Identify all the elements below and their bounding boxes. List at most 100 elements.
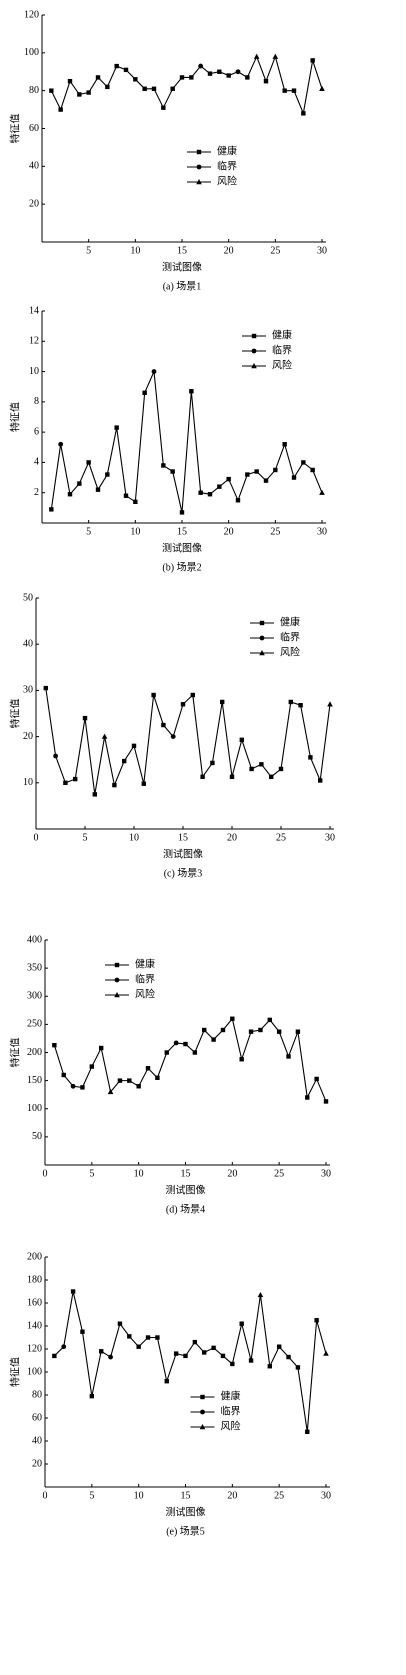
x-tick-label: 5 bbox=[89, 1490, 94, 1501]
x-tick-label: 20 bbox=[227, 832, 237, 843]
caption: (e) 场景5 bbox=[166, 1524, 205, 1537]
x-tick-label: 30 bbox=[321, 1168, 331, 1179]
data-point bbox=[136, 1344, 141, 1349]
legend-label: 健康 bbox=[280, 615, 300, 628]
y-tick-label: 50 bbox=[32, 1131, 42, 1142]
data-point bbox=[61, 1072, 66, 1078]
y-tick-label: 30 bbox=[23, 685, 33, 696]
y-tick-label: 60 bbox=[29, 123, 39, 134]
legend-label: 临界 bbox=[217, 159, 237, 172]
x-tick-label: 15 bbox=[177, 526, 187, 537]
y-axis-label: 特征值 bbox=[8, 402, 21, 432]
legend-label: 风险 bbox=[221, 1419, 241, 1432]
y-tick-label: 100 bbox=[27, 1366, 42, 1377]
x-tick-label: 15 bbox=[178, 832, 188, 843]
data-point bbox=[278, 766, 284, 772]
caption: (a) 场景1 bbox=[163, 279, 202, 292]
x-tick-label: 15 bbox=[181, 1490, 191, 1501]
y-tick-label: 60 bbox=[32, 1412, 42, 1423]
data-point bbox=[323, 1350, 329, 1356]
data-point bbox=[310, 58, 315, 63]
x-tick-label: 30 bbox=[317, 245, 327, 256]
legend-label: 风险 bbox=[135, 987, 155, 1000]
data-point bbox=[230, 1361, 235, 1367]
x-tick-label: 10 bbox=[134, 1490, 144, 1501]
data-point bbox=[70, 1083, 76, 1089]
data-point bbox=[319, 85, 325, 91]
legend-marker bbox=[114, 977, 120, 983]
data-point bbox=[291, 88, 297, 93]
data-point bbox=[58, 107, 63, 112]
data-point bbox=[133, 499, 138, 504]
data-point bbox=[319, 489, 325, 495]
data-point bbox=[179, 510, 185, 515]
y-axis-label: 特征值 bbox=[8, 1357, 21, 1387]
legend-marker bbox=[251, 363, 257, 369]
x-tick-label: 5 bbox=[86, 526, 91, 537]
y-tick-label: 400 bbox=[27, 934, 42, 945]
data-point bbox=[323, 1099, 329, 1104]
data-point bbox=[80, 1085, 85, 1090]
x-tick-label: 10 bbox=[129, 832, 139, 843]
data-point bbox=[202, 1027, 207, 1033]
y-tick-label: 160 bbox=[27, 1297, 42, 1308]
legend-marker bbox=[251, 333, 257, 339]
data-point bbox=[286, 1354, 291, 1360]
x-tick-label: 20 bbox=[224, 245, 234, 256]
y-tick-label: 50 bbox=[23, 592, 33, 603]
data-point bbox=[155, 1075, 160, 1081]
data-point bbox=[198, 490, 203, 495]
x-tick-label: 5 bbox=[89, 1168, 94, 1179]
data-point bbox=[253, 53, 260, 59]
data-point bbox=[123, 67, 129, 73]
data-point bbox=[263, 478, 269, 483]
data-point bbox=[220, 1353, 226, 1359]
data-point bbox=[198, 63, 204, 69]
y-tick-label: 180 bbox=[27, 1274, 42, 1285]
data-point bbox=[288, 699, 293, 705]
legend-label: 风险 bbox=[280, 645, 300, 658]
data-point bbox=[282, 442, 287, 447]
y-tick-label: 250 bbox=[27, 1019, 42, 1030]
legend-marker bbox=[200, 1394, 205, 1400]
x-axis-label: 测试图像 bbox=[162, 260, 202, 273]
data-point bbox=[235, 69, 241, 75]
data-line bbox=[53, 1017, 327, 1102]
y-tick-label: 40 bbox=[32, 1435, 42, 1446]
y-tick-label: 300 bbox=[27, 991, 42, 1002]
x-axis-label: 测试图像 bbox=[162, 541, 202, 554]
data-point bbox=[314, 1318, 319, 1323]
x-tick-label: 25 bbox=[270, 526, 280, 537]
data-point bbox=[259, 762, 264, 767]
data-point bbox=[248, 1358, 254, 1363]
data-point bbox=[105, 472, 110, 477]
data-point bbox=[192, 1050, 198, 1055]
data-point bbox=[211, 1345, 216, 1351]
legend-marker bbox=[196, 164, 202, 170]
x-tick-label: 0 bbox=[43, 1168, 48, 1179]
data-point bbox=[180, 702, 186, 707]
data-point bbox=[86, 460, 91, 465]
y-axis-label: 特征值 bbox=[8, 1038, 21, 1068]
data-point bbox=[114, 425, 119, 430]
y-tick-label: 14 bbox=[29, 305, 39, 316]
data-point bbox=[114, 63, 119, 69]
data-point bbox=[161, 105, 166, 110]
legend-label: 健康 bbox=[272, 328, 292, 341]
legend-label: 健康 bbox=[221, 1389, 241, 1402]
legend-marker bbox=[196, 179, 202, 185]
x-tick-label: 25 bbox=[270, 245, 280, 256]
data-point bbox=[49, 88, 54, 93]
data-point bbox=[145, 1335, 151, 1340]
legend-label: 临界 bbox=[135, 972, 155, 985]
data-point bbox=[189, 75, 194, 80]
data-point bbox=[122, 758, 127, 764]
data-point bbox=[117, 1321, 123, 1326]
legend-marker bbox=[259, 650, 265, 656]
y-tick-label: 120 bbox=[24, 9, 39, 20]
data-point bbox=[151, 692, 156, 698]
legend-label: 健康 bbox=[135, 957, 155, 970]
x-tick-label: 20 bbox=[227, 1168, 237, 1179]
data-point bbox=[142, 86, 147, 91]
data-point bbox=[226, 476, 231, 482]
